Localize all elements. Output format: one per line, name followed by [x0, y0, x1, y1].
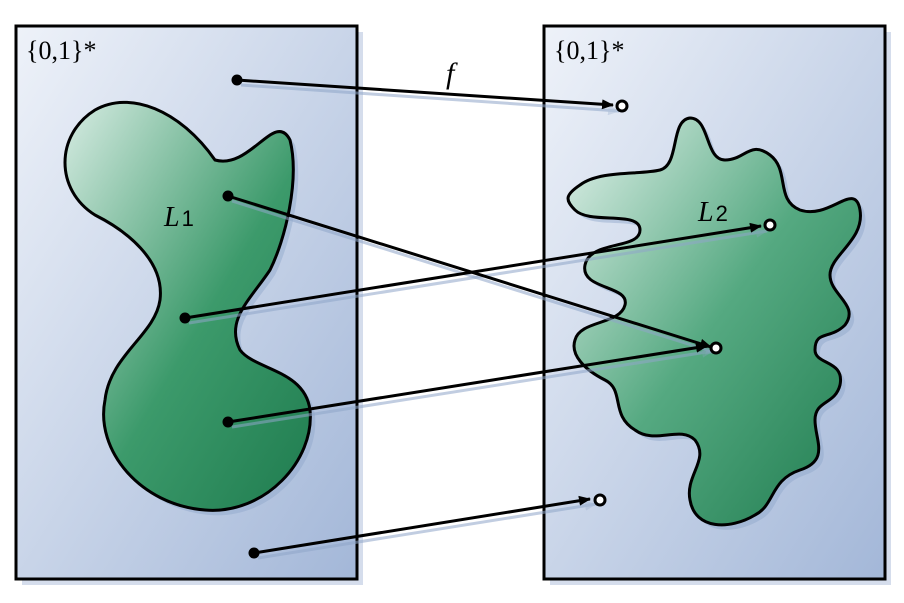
source-point — [222, 416, 234, 428]
language-l2-region — [566, 116, 866, 530]
mapping-arrow-shadows — [188, 83, 768, 560]
function-label: f — [446, 57, 458, 90]
language-l1-letter: L — [163, 202, 180, 233]
right-set-label: {0,1}* — [554, 36, 624, 65]
arrow-l1-middle-to-l2-top — [184, 222, 762, 320]
source-point — [231, 74, 243, 86]
target-point — [593, 493, 607, 507]
language-l2-label: L2 — [697, 197, 728, 228]
source-point — [222, 190, 234, 202]
source-point — [248, 547, 260, 559]
language-l1-label: L1 — [163, 202, 194, 233]
language-l2-letter: L — [697, 197, 714, 228]
target-point — [763, 218, 777, 232]
arrow-l1-bottom-to-l2-center — [227, 342, 708, 424]
source-point — [179, 312, 191, 324]
arrow-outside-to-outside-top — [236, 78, 614, 110]
target-points — [593, 99, 777, 507]
arrow-outside-to-outside-bottom — [253, 495, 591, 555]
source-points — [179, 74, 260, 559]
target-point — [615, 99, 629, 113]
language-l2-subscript: 2 — [716, 201, 728, 226]
target-point — [709, 341, 723, 355]
left-set-label: {0,1}* — [26, 36, 96, 65]
language-l1-subscript: 1 — [182, 206, 194, 231]
